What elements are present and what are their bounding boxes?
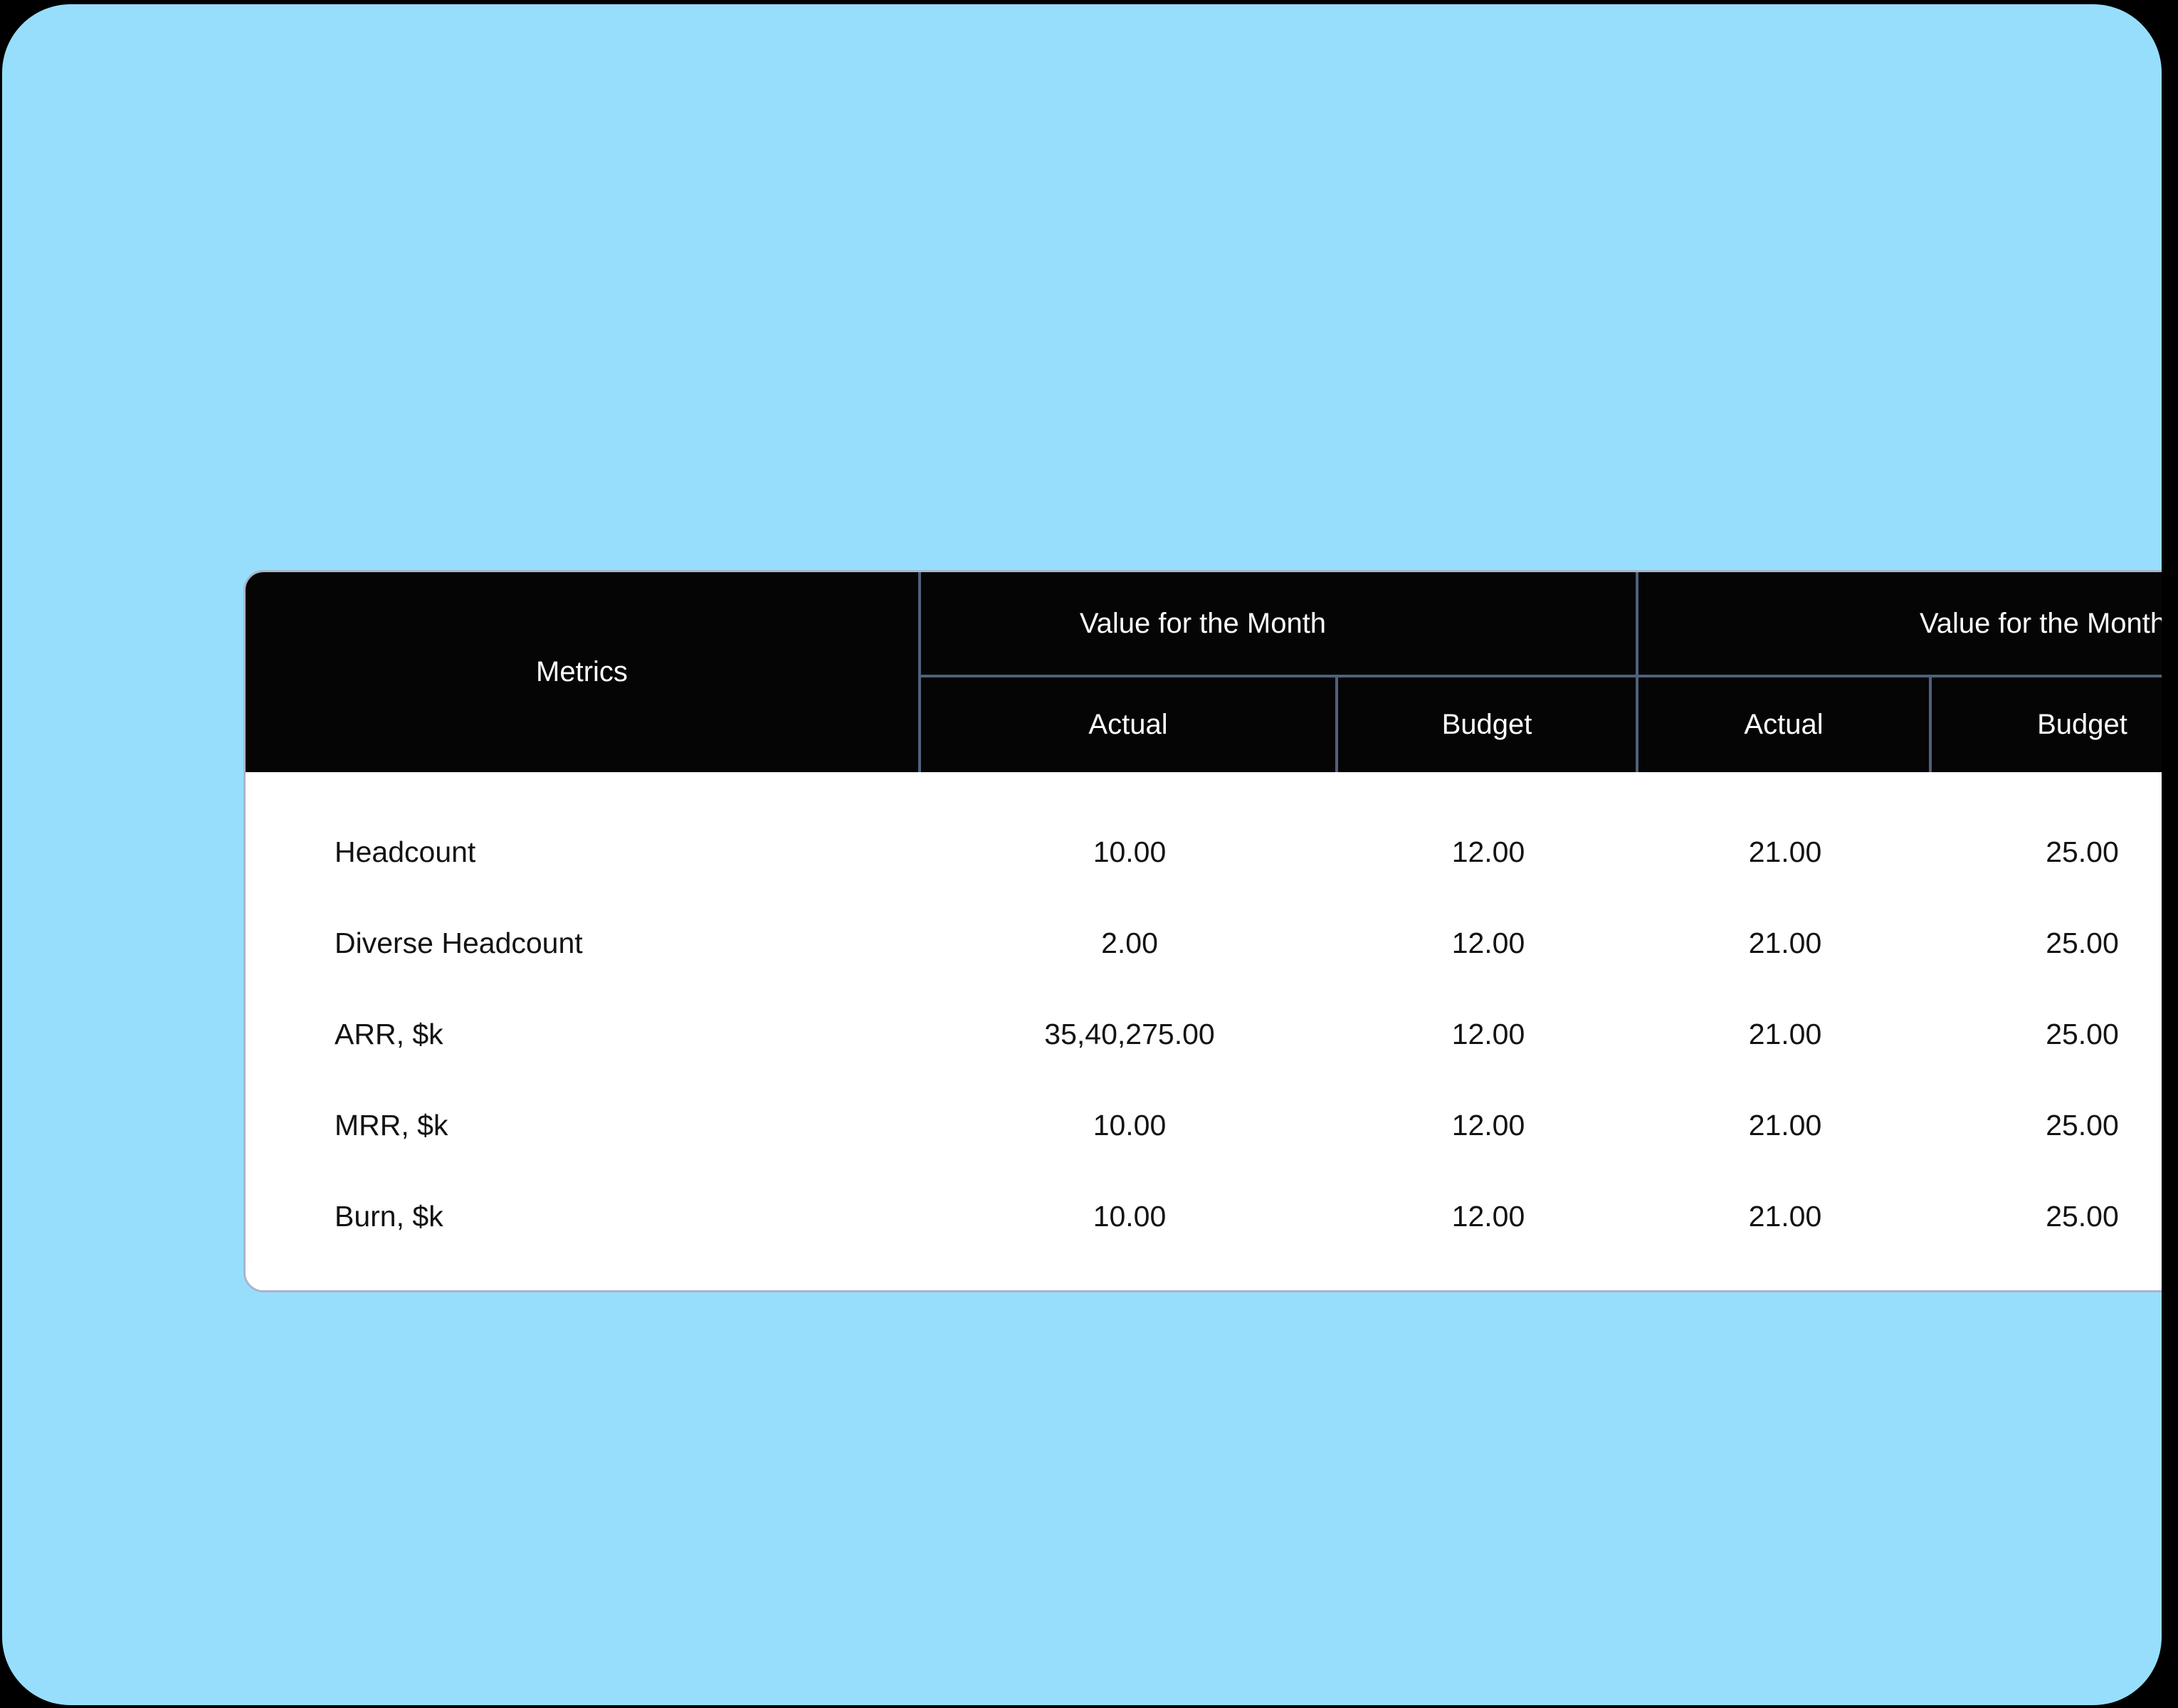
table-row: Diverse Headcount 2.00 12.00 21.00 25.00 (246, 897, 2162, 989)
table-row: ARR, $k 35,40,275.00 12.00 21.00 25.00 (246, 989, 2162, 1080)
group-header-value-for-month-2: Value for the Month (1638, 572, 2162, 675)
sub-header-actual-2-label: Actual (1744, 709, 1824, 740)
value-cell[interactable]: 12.00 (1338, 989, 1638, 1080)
group-header-row: Value for the Month Value for the Month (921, 572, 2162, 678)
value-text: 25.00 (2046, 1017, 2119, 1050)
sub-header-actual-1-label: Actual (1088, 709, 1168, 740)
sub-header-budget-1: Budget (1335, 678, 1636, 772)
value-cell[interactable]: 25.00 (1932, 989, 2162, 1080)
value-cell[interactable]: 25.00 (1932, 897, 2162, 989)
value-cell[interactable]: 21.00 (1638, 1080, 1932, 1171)
value-cell[interactable]: 12.00 (1338, 1080, 1638, 1171)
value-text: 35,40,275.00 (1044, 1017, 1215, 1050)
value-text: 21.00 (1748, 1017, 1822, 1050)
value-cell[interactable]: 25.00 (1932, 806, 2162, 897)
value-cell[interactable]: 12.00 (1338, 1171, 1638, 1262)
group-header-value-for-month-1: Value for the Month (921, 572, 1638, 675)
metric-name: MRR, $k (335, 1108, 448, 1142)
metric-name: Headcount (335, 835, 476, 868)
value-text: 21.00 (1748, 926, 1822, 959)
value-text: 25.00 (2046, 926, 2119, 959)
group-1-label: Value for the Month (1079, 607, 1327, 639)
value-cell[interactable]: 10.00 (921, 1171, 1338, 1262)
sub-header-budget-1-label: Budget (1441, 709, 1532, 740)
value-text: 12.00 (1451, 1108, 1525, 1142)
table-row: Headcount 10.00 12.00 21.00 25.00 (246, 806, 2162, 897)
table-body: Headcount 10.00 12.00 21.00 25.00 Divers… (246, 772, 2162, 1290)
metric-name-cell[interactable]: ARR, $k (246, 989, 921, 1080)
value-text: 2.00 (1101, 926, 1158, 959)
value-cell[interactable]: 21.00 (1638, 1171, 1932, 1262)
value-text: 10.00 (1093, 835, 1167, 868)
metrics-table-card: Metrics Value for the Month Value for th… (243, 570, 2162, 1292)
table-row: Burn, $k 10.00 12.00 21.00 25.00 (246, 1171, 2162, 1262)
group-2-label: Value for the Month (1920, 607, 2162, 639)
value-text: 12.00 (1451, 926, 1525, 959)
value-text: 12.00 (1451, 1017, 1525, 1050)
metric-name-cell[interactable]: MRR, $k (246, 1080, 921, 1171)
value-cell[interactable]: 21.00 (1638, 989, 1932, 1080)
value-cell[interactable]: 2.00 (921, 897, 1338, 989)
metric-name-cell[interactable]: Headcount (246, 806, 921, 897)
value-text: 12.00 (1451, 835, 1525, 868)
value-cell[interactable]: 25.00 (1932, 1080, 2162, 1171)
value-text: 21.00 (1748, 1108, 1822, 1142)
sub-header-actual-2: Actual (1636, 678, 1929, 772)
table-row: MRR, $k 10.00 12.00 21.00 25.00 (246, 1080, 2162, 1171)
value-cell[interactable]: 12.00 (1338, 806, 1638, 897)
value-cell[interactable]: 21.00 (1638, 806, 1932, 897)
value-text: 10.00 (1093, 1199, 1167, 1233)
value-cell[interactable]: 12.00 (1338, 897, 1638, 989)
value-cell[interactable]: 21.00 (1638, 897, 1932, 989)
sub-header-actual-1: Actual (921, 678, 1335, 772)
metric-name: ARR, $k (335, 1017, 443, 1050)
sub-header-row: Actual Budget Actual Budget (921, 678, 2162, 772)
value-text: 10.00 (1093, 1108, 1167, 1142)
value-cell[interactable]: 35,40,275.00 (921, 989, 1338, 1080)
corner-header-metrics: Metrics (246, 572, 921, 772)
value-cell[interactable]: 25.00 (1932, 1171, 2162, 1262)
value-cell[interactable]: 10.00 (921, 1080, 1338, 1171)
metric-name: Burn, $k (335, 1199, 443, 1233)
value-cell[interactable]: 10.00 (921, 806, 1338, 897)
table-header: Metrics Value for the Month Value for th… (246, 572, 2162, 772)
metric-name: Diverse Headcount (335, 926, 583, 959)
value-text: 21.00 (1748, 835, 1822, 868)
value-text: 21.00 (1748, 1199, 1822, 1233)
sub-header-budget-2-label: Budget (2037, 709, 2127, 740)
metrics-header-label: Metrics (536, 656, 628, 687)
app-surface: Metrics Value for the Month Value for th… (2, 4, 2162, 1705)
value-text: 25.00 (2046, 835, 2119, 868)
metric-name-cell[interactable]: Diverse Headcount (246, 897, 921, 989)
header-right-section: Value for the Month Value for the Month … (921, 572, 2162, 772)
value-text: 25.00 (2046, 1108, 2119, 1142)
sub-header-budget-2: Budget (1929, 678, 2162, 772)
value-text: 25.00 (2046, 1199, 2119, 1233)
value-text: 12.00 (1451, 1199, 1525, 1233)
metric-name-cell[interactable]: Burn, $k (246, 1171, 921, 1262)
